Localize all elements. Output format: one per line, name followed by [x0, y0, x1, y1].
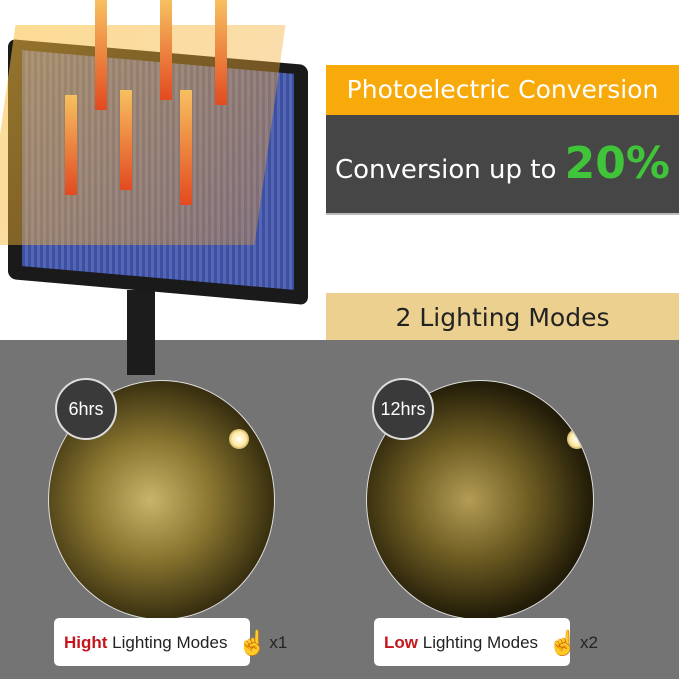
hand-tap-icon: ☝ — [548, 629, 578, 657]
lamp-icon — [567, 429, 587, 449]
mode-level: Low — [384, 633, 418, 652]
low-mode-label: Low Lighting Modes ☝ x2 — [374, 618, 598, 666]
sunlight-overlay — [0, 25, 286, 245]
sun-arrow-icon — [215, 0, 227, 105]
sun-arrow-icon — [65, 95, 77, 195]
sun-arrow-icon — [120, 90, 132, 190]
panel-pole — [127, 290, 155, 375]
conversion-banner: Conversion up to 20% — [326, 115, 679, 215]
sun-arrow-icon — [95, 0, 107, 110]
hours-badge: 6hrs — [55, 378, 117, 440]
mode-label: Lighting Modes — [422, 633, 539, 652]
hand-tap-icon: ☝ — [237, 629, 268, 657]
modes-title: 2 Lighting Modes — [326, 293, 679, 340]
press-count: x2 — [579, 633, 598, 652]
hours-badge: 12hrs — [372, 378, 434, 440]
high-mode-label: Hight Lighting Modes ☝ x1 — [54, 618, 287, 666]
mode-level: Hight — [64, 633, 108, 652]
press-count: x1 — [269, 633, 288, 652]
mode-label: Lighting Modes — [112, 633, 228, 652]
conversion-title: Photoelectric Conversion — [326, 65, 679, 115]
conversion-text: Conversion up to — [335, 155, 557, 185]
conversion-value: 20% — [564, 138, 670, 189]
sun-arrow-icon — [160, 0, 172, 100]
sun-arrow-icon — [180, 90, 192, 205]
lamp-icon — [229, 429, 249, 449]
